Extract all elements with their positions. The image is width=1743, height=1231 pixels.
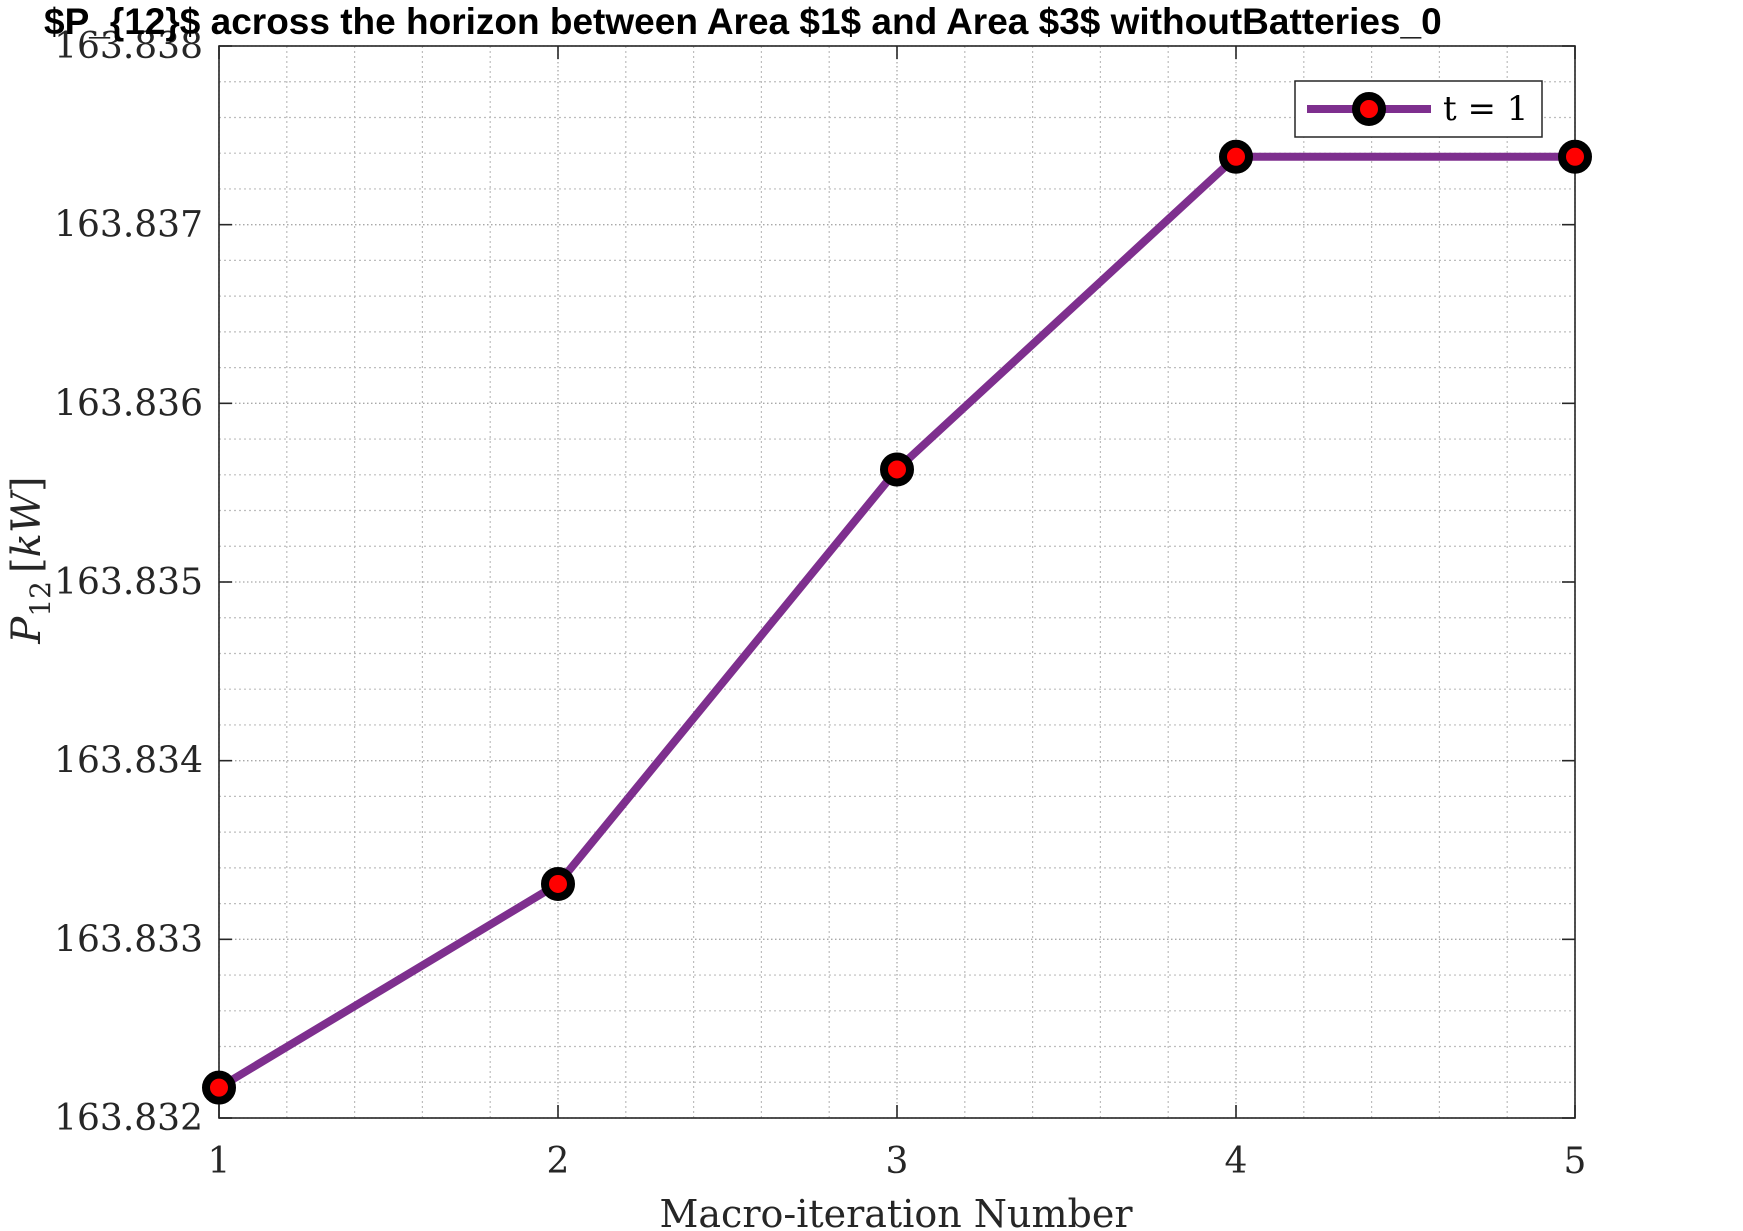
y-tick-label: 163.835 [54, 562, 203, 603]
y-tick-label: 163.834 [54, 741, 203, 782]
y-axis-unit: kW [4, 489, 50, 557]
y-axis-unit-close: ] [4, 476, 50, 492]
y-tick-label: 163.832 [54, 1098, 203, 1139]
data-point-marker [202, 1070, 236, 1105]
y-tick-labels: 163.832 163.833 163.834 163.835 163.836 163.8… [54, 26, 203, 1139]
x-tick-label: 5 [1564, 1141, 1587, 1182]
legend-marker-swatch [1352, 92, 1386, 126]
y-axis-symbol: P [4, 616, 50, 645]
data-point-marker [541, 866, 575, 901]
y-tick-label: 163.838 [54, 26, 203, 67]
x-tick-label: 4 [1225, 1141, 1248, 1182]
y-axis-label: P12 [kW] [4, 476, 57, 644]
x-tick-label: 1 [208, 1141, 231, 1182]
y-axis-subscript: 12 [24, 581, 57, 617]
x-tick-label: 2 [547, 1141, 570, 1182]
data-point-marker [1219, 139, 1253, 174]
x-tick-label: 3 [886, 1141, 909, 1182]
y-tick-label: 163.833 [54, 919, 203, 960]
x-axis-label: Macro-iteration Number [659, 1192, 1133, 1231]
y-tick-label: 163.836 [54, 383, 203, 424]
tick-marks [218, 45, 1576, 1119]
x-tick-labels: 1 2 3 4 5 [208, 1141, 1587, 1182]
data-point-marker [1558, 139, 1592, 174]
y-tick-label: 163.837 [54, 205, 203, 246]
legend-entry-label: t = 1 [1443, 89, 1528, 129]
legend: t = 1 [1294, 80, 1543, 138]
y-axis-unit-open: [ [4, 557, 50, 573]
chart-title: $P_{12}$ across the horizon between Area… [44, 1, 1442, 42]
data-point-marker [880, 452, 914, 487]
series-layer [202, 139, 1592, 1105]
